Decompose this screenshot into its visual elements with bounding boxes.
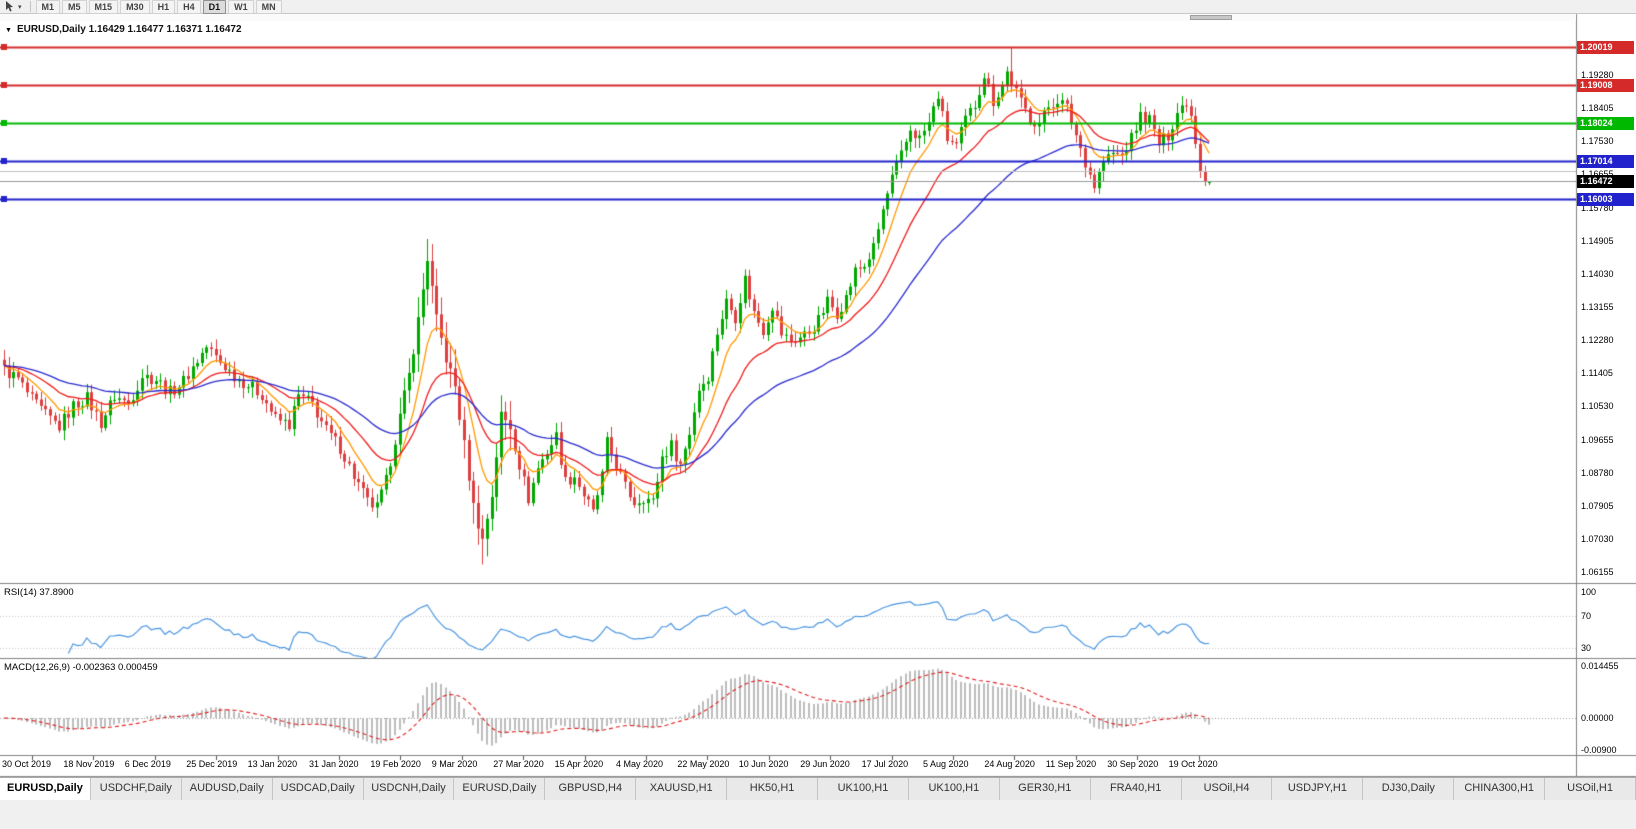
- date-axis-label: 22 May 2020: [677, 759, 730, 769]
- toolbar-separator: [29, 1, 31, 12]
- date-axis-label: 9 Mar 2020: [431, 759, 478, 769]
- chart-tab[interactable]: USOil,H4: [1181, 778, 1273, 800]
- date-axis-label: 4 May 2020: [616, 759, 664, 769]
- chart-tab[interactable]: CHINA300,H1: [1454, 778, 1546, 800]
- date-axis-label: 11 Sep 2020: [1045, 759, 1097, 769]
- macd-axis-label: 0.014455: [1581, 660, 1619, 671]
- rsi-axis-label: 30: [1581, 643, 1592, 653]
- chart-tab[interactable]: USDCAD,Daily: [272, 778, 364, 800]
- chart-tab[interactable]: USDJPY,H1: [1272, 778, 1364, 800]
- cursor-arrow-icon: [6, 1, 13, 12]
- date-axis-label: 30 Sep 2020: [1107, 759, 1159, 769]
- chart-tab[interactable]: DJ30,Daily: [1363, 778, 1455, 800]
- timeframe-button-w1[interactable]: W1: [228, 0, 254, 14]
- timeframe-toolbar: ▾ M1 M5 M15 M30 H1 H4 D1 W1 MN: [0, 0, 1636, 14]
- timeframe-button-mn[interactable]: MN: [255, 0, 282, 14]
- price-axis-label: 1.17530: [1581, 136, 1614, 147]
- rsi-axis-label: 70: [1581, 611, 1592, 621]
- date-axis-label: 17 Jul 2020: [861, 759, 909, 769]
- date-axis-label: 18 Nov 2019: [63, 759, 115, 769]
- chart-tab[interactable]: XAUUSD,H1: [636, 778, 728, 800]
- date-axis-label: 6 Dec 2019: [124, 759, 171, 769]
- date-axis-label: 27 Mar 2020: [493, 759, 544, 769]
- chart-plot-area[interactable]: [0, 21, 1576, 755]
- chart-tab[interactable]: GER30,H1: [999, 778, 1091, 800]
- date-axis-label: 25 Dec 2019: [186, 759, 238, 769]
- pane-divider-macd[interactable]: [0, 656, 1636, 660]
- date-axis-label: 30 Oct 2019: [2, 759, 52, 769]
- price-axis-label: 1.14905: [1581, 235, 1614, 246]
- level-price-badge: 1.16003: [1577, 193, 1634, 206]
- price-axis-label: 1.18405: [1581, 103, 1614, 114]
- price-axis-label: 1.08780: [1581, 467, 1614, 478]
- price-axis-label: 1.09655: [1581, 434, 1614, 445]
- price-axis-label: 1.15780: [1581, 202, 1614, 213]
- date-axis-label: 15 Apr 2020: [554, 759, 604, 769]
- cursor-tool-icon[interactable]: ▾: [2, 1, 25, 13]
- price-axis-label: 1.12280: [1581, 335, 1614, 346]
- price-axis-label: 1.19280: [1581, 69, 1614, 80]
- date-axis-label: 10 Jun 2020: [738, 759, 789, 769]
- date-axis-label: 29 Jun 2020: [800, 759, 850, 769]
- macd-indicator-label: MACD(12,26,9) -0.002363 0.000459: [4, 662, 158, 673]
- timeframe-button-h1[interactable]: H1: [151, 0, 176, 14]
- price-axis-label: 1.07905: [1581, 500, 1614, 511]
- price-axis[interactable]: 1.19280 1.18405 1.17530 1.16655 1.15780 1.149…: [1576, 14, 1636, 776]
- timeframe-button-d1[interactable]: D1: [202, 0, 227, 14]
- level-price-badge: 1.17014: [1577, 155, 1634, 168]
- price-axis-label: 1.11405: [1581, 368, 1613, 379]
- chart-tab[interactable]: UK100,H1: [818, 778, 909, 800]
- date-axis-label: 31 Jan 2020: [309, 759, 359, 769]
- chevron-down-icon: ▾: [18, 3, 22, 11]
- timeframe-button-m5[interactable]: M5: [62, 0, 87, 14]
- date-axis-label: 5 Aug 2020: [923, 759, 969, 769]
- chart-tab[interactable]: UK100,H1: [908, 778, 1000, 800]
- chart-tab[interactable]: GBPUSD,H4: [545, 778, 637, 800]
- timeframe-button-h4[interactable]: H4: [177, 0, 201, 14]
- chart-tabs-bar: EURUSD,Daily USDCHF,Daily AUDUSD,Daily USDC…: [0, 777, 1636, 801]
- rsi-indicator-label: RSI(14) 37.8900: [4, 587, 74, 598]
- chart-tab[interactable]: USDCNH,Daily: [363, 778, 455, 800]
- chart-title-text: EURUSD,Daily 1.16429 1.16477 1.16371 1.1…: [16, 24, 242, 35]
- status-area: [0, 800, 1636, 829]
- level-price-badge: 1.20019: [1577, 41, 1634, 54]
- price-axis-label: 1.14030: [1581, 268, 1614, 279]
- price-axis-label: 1.13155: [1581, 302, 1614, 313]
- level-price-badge: 1.19008: [1577, 79, 1634, 92]
- chart-tab[interactable]: AUDUSD,Daily: [181, 778, 273, 800]
- timeframe-button-m15[interactable]: M15: [88, 0, 119, 14]
- chart-tab[interactable]: EURUSD,Daily: [454, 778, 546, 800]
- chart-tab[interactable]: HK50,H1: [727, 778, 819, 800]
- chart-horizontal-scrollbar[interactable]: [0, 14, 1576, 21]
- timeframe-button-m30[interactable]: M30: [120, 0, 150, 14]
- timeframe-buttons: M1 M5 M15 M30 H1 H4 D1 W1 MN: [35, 0, 282, 14]
- price-axis-label: 1.16655: [1581, 169, 1614, 179]
- date-axis-label: 19 Feb 2020: [370, 759, 421, 769]
- chart-tab[interactable]: EURUSD,Daily: [0, 778, 91, 800]
- level-price-badge: 1.18024: [1577, 117, 1634, 130]
- chart-tab[interactable]: FRA40,H1: [1090, 778, 1182, 800]
- bid-price-badge: 1.16472: [1577, 175, 1634, 188]
- price-axis-label: 1.07030: [1581, 534, 1614, 545]
- rsi-axis-label: 100: [1581, 587, 1597, 597]
- collapse-triangle-icon: ▼: [5, 27, 12, 34]
- date-axis-label: 13 Jan 2020: [247, 759, 298, 769]
- macd-axis-label: 0.00000: [1581, 713, 1614, 723]
- price-axis-label: 1.06155: [1581, 567, 1614, 578]
- price-axis-label: 1.10530: [1581, 401, 1614, 412]
- macd-axis-label: -0.00900: [1581, 745, 1617, 756]
- chart-tab[interactable]: USDCHF,Daily: [90, 778, 182, 800]
- chart-title: ▼ EURUSD,Daily 1.16429 1.16477 1.16371 1.…: [5, 24, 242, 35]
- date-axis[interactable]: 30 Oct 2019 18 Nov 2019 6 Dec 2019 25 Dec 2…: [0, 756, 1576, 776]
- chart-tab[interactable]: USOil,H1: [1545, 778, 1636, 800]
- timeframe-button-m1[interactable]: M1: [35, 0, 61, 14]
- pane-divider-rsi[interactable]: [0, 581, 1636, 585]
- date-axis-label: 24 Aug 2020: [984, 759, 1035, 769]
- date-axis-label: 19 Oct 2020: [1168, 759, 1218, 769]
- scrollbar-thumb[interactable]: [1190, 15, 1232, 20]
